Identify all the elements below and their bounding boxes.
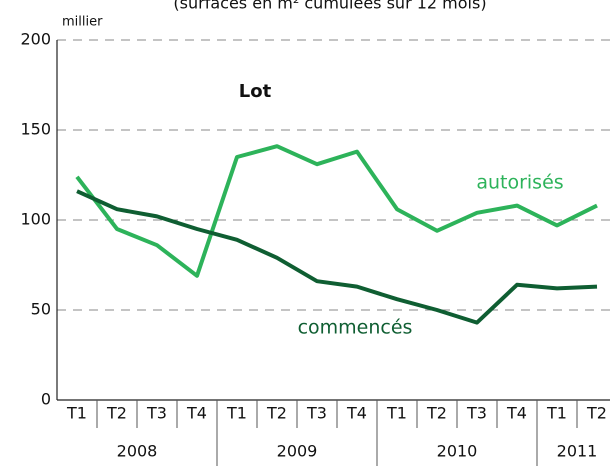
y-tick-label: 0: [41, 390, 51, 409]
year-label: 2011: [557, 442, 598, 461]
x-tick-label: T1: [66, 404, 87, 423]
x-tick-label: T4: [506, 404, 527, 423]
y-tick-label: 50: [31, 300, 51, 319]
year-label: 2008: [117, 442, 158, 461]
x-tick-label: T3: [466, 404, 487, 423]
year-label: 2009: [277, 442, 318, 461]
x-tick-label: T1: [226, 404, 247, 423]
chart-subtitle: (surfaces en m² cumulées sur 12 mois): [173, 0, 486, 13]
year-label: 2010: [437, 442, 478, 461]
line-series: [76, 189, 598, 325]
x-tick-label: T4: [346, 404, 367, 423]
x-tick-label: T3: [306, 404, 327, 423]
x-tick-label: T2: [586, 404, 607, 423]
x-tick-label: T3: [146, 404, 167, 423]
x-tick-label: T2: [266, 404, 287, 423]
y-tick-label: 100: [20, 210, 51, 229]
y-tick-label: 200: [20, 30, 51, 49]
x-tick-label: T2: [106, 404, 127, 423]
series-label: autorisés: [476, 172, 563, 194]
x-tick-label: T1: [546, 404, 567, 423]
line-series: [75, 144, 598, 278]
x-tick-label: T4: [186, 404, 207, 423]
x-tick-label: T1: [386, 404, 407, 423]
series-label: commencés: [298, 317, 413, 339]
y-unit: millier: [62, 15, 103, 30]
x-tick-label: T2: [426, 404, 447, 423]
y-tick-label: 150: [20, 120, 51, 139]
chart-title: Lot: [239, 81, 272, 102]
